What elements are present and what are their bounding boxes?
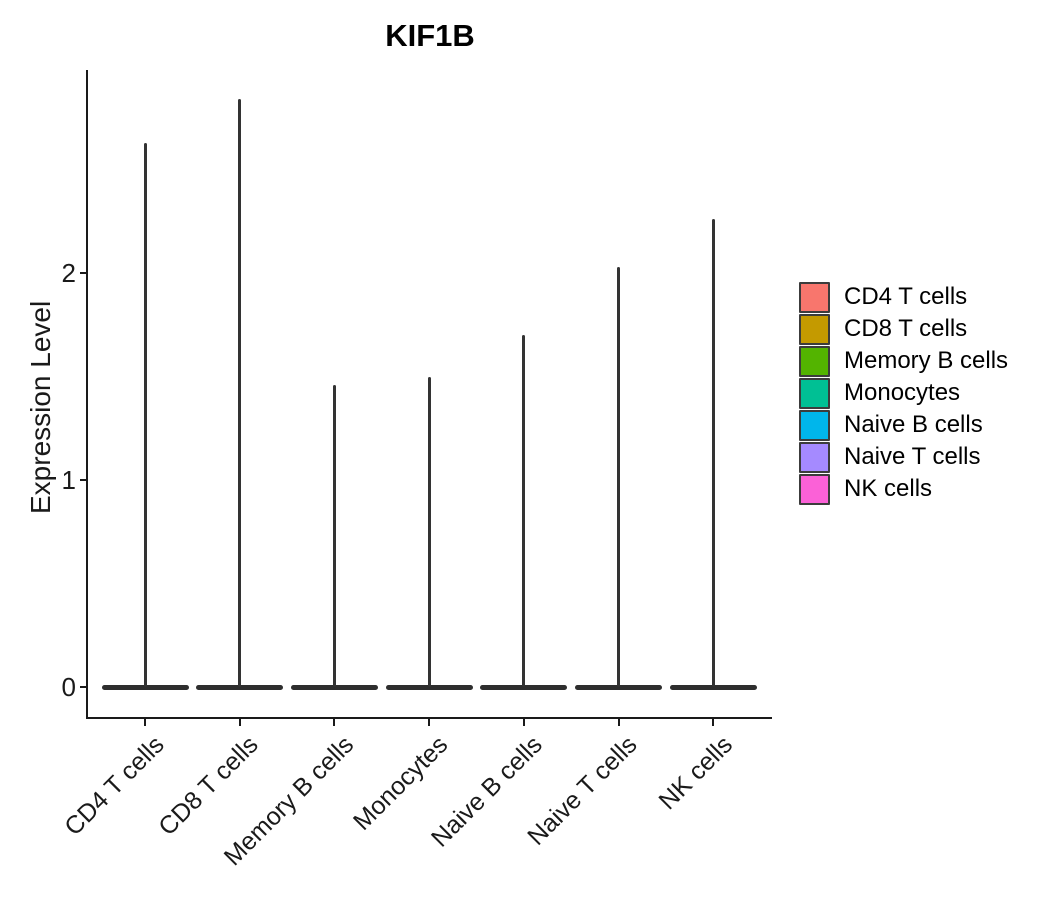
x-tick-mark xyxy=(428,718,431,726)
legend-item-label: Monocytes xyxy=(844,379,961,406)
legend-item: Monocytes xyxy=(799,377,1008,409)
violin-spike xyxy=(522,335,526,687)
violin-spike xyxy=(427,376,431,687)
x-tick-mark xyxy=(238,718,241,726)
legend-item-label: NK cells xyxy=(844,475,933,502)
legend-color-swatch xyxy=(799,441,830,473)
legend-item: CD4 T cells xyxy=(799,281,1008,313)
legend-item: CD8 T cells xyxy=(799,313,1008,345)
legend-item-label: Memory B cells xyxy=(844,347,1009,374)
y-tick-label: 0 xyxy=(61,672,76,702)
violin-spike xyxy=(711,219,715,687)
legend-item: Naive B cells xyxy=(799,409,1008,441)
violin-spike xyxy=(617,266,620,687)
violin-spike xyxy=(238,99,242,687)
y-tick-mark xyxy=(80,272,88,274)
violin-spike xyxy=(143,142,147,687)
y-tick-label: 1 xyxy=(61,465,76,495)
legend-color-swatch xyxy=(799,377,830,409)
violin-base xyxy=(480,684,568,690)
legend-color-swatch xyxy=(799,409,830,441)
x-tick-mark xyxy=(617,718,620,726)
violin-base xyxy=(290,684,378,690)
legend-item-label: Naive B cells xyxy=(844,411,983,438)
legend-item: NK cells xyxy=(799,473,1008,505)
legend-color-swatch xyxy=(799,345,830,377)
x-tick-label: NK cells xyxy=(652,730,738,816)
violin-base xyxy=(669,684,757,690)
x-tick-mark xyxy=(522,718,525,726)
legend-item: Naive T cells xyxy=(799,441,1008,473)
violin-base xyxy=(575,684,662,690)
legend-item-label: CD8 T cells xyxy=(844,315,968,342)
legend-color-swatch xyxy=(799,473,830,505)
legend-color-swatch xyxy=(799,313,830,345)
y-tick-mark xyxy=(80,479,88,481)
x-tick-mark xyxy=(144,718,146,726)
y-tick-mark xyxy=(80,686,88,688)
violin-spike xyxy=(332,384,336,687)
chart-title: KIF1B xyxy=(385,18,475,53)
legend: CD4 T cells CD8 T cells Memory B cells Mono… xyxy=(799,281,1008,505)
violin-base xyxy=(385,684,473,690)
legend-item: Memory B cells xyxy=(799,345,1008,377)
violin-base xyxy=(101,684,189,690)
x-tick-mark xyxy=(333,718,336,726)
legend-item-label: CD4 T cells xyxy=(844,283,968,310)
legend-item-label: Naive T cells xyxy=(844,443,981,470)
x-tick-mark xyxy=(712,718,715,726)
x-tick-label: CD4 T cells xyxy=(58,730,170,842)
legend-color-swatch xyxy=(799,281,830,313)
y-axis-line xyxy=(86,70,88,719)
y-tick-label: 2 xyxy=(61,258,76,288)
violin-base xyxy=(196,684,284,690)
